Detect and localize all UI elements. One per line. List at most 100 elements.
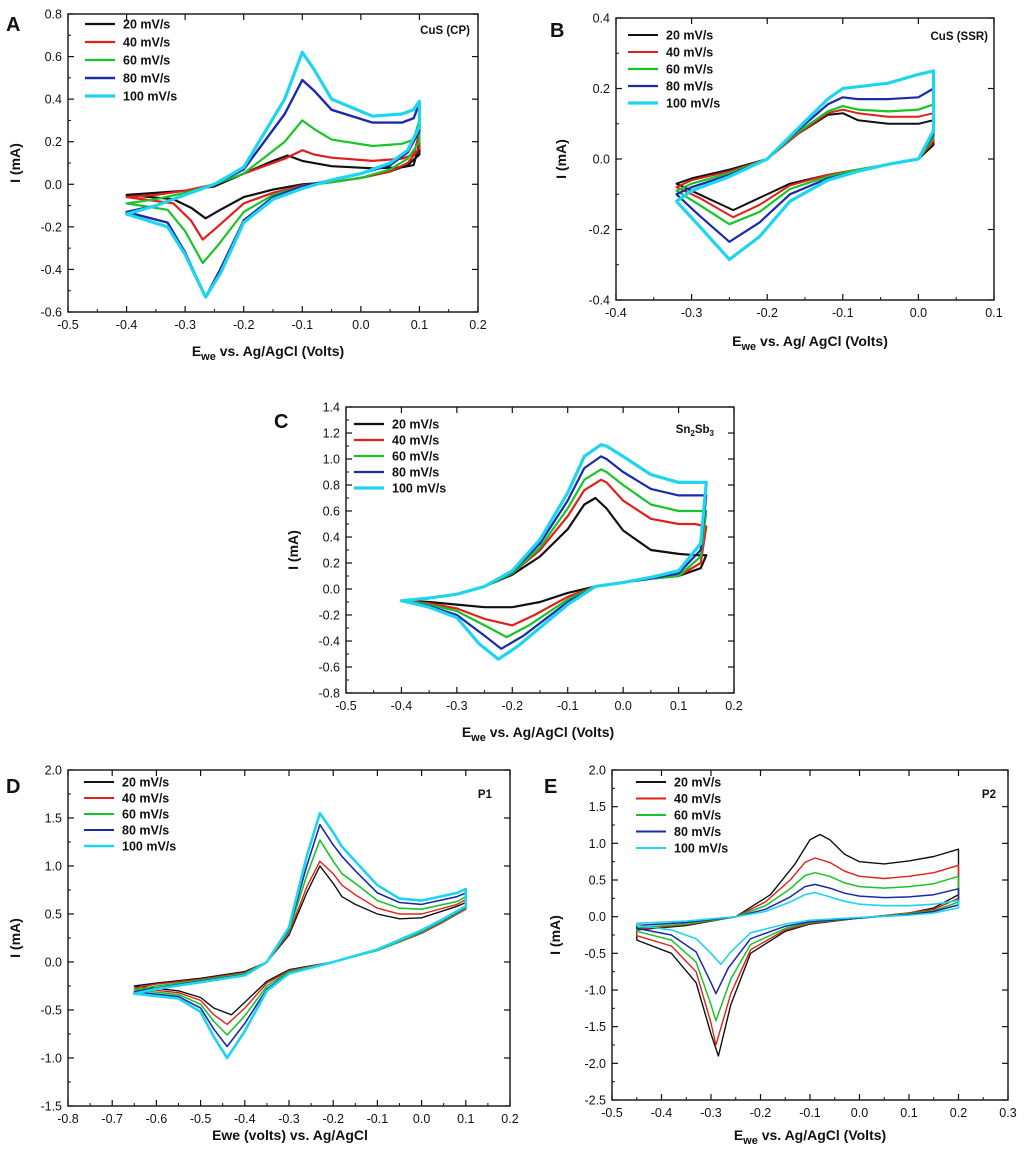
legend-entry: 20 mV/s [666,29,713,43]
chart-b: -0.4 -0.3 -0.2 -0.1 0.0 0.1 -0.4 -0.2 0.0 0.2 0.4 I… [553,12,1003,354]
x-tick-label: 0.2 [725,699,742,713]
x-tick-label: -0.2 [322,1112,344,1126]
sample-label-subscript: 2 [690,429,695,438]
sample-label-part: Sb [695,424,710,436]
x-tick-label: -0.1 [557,699,579,713]
sample-label: P2 [982,789,996,801]
legend-entry: 20 mV/s [674,776,721,790]
x-tick-label: -0.3 [446,699,468,713]
y-axis-label: I (mA) [7,918,23,958]
y-tick-label: 0.2 [593,82,610,96]
x-tick-label: -0.8 [57,1112,79,1126]
panel-letter-d: D [6,776,21,798]
plot-frame [615,17,995,301]
x-axis-label: Ewe vs. Ag/AgCl (Volts) [734,1127,886,1147]
cv-curve-20-mv-s [125,142,421,220]
x-axis-label: Ewe (volts) vs. Ag/AgCl [212,1127,368,1143]
x-label-subscript: we [740,341,756,353]
chart-c: -0.5 -0.4 -0.3 -0.2 -0.1 0.0 0.1 0.2 -0.8 -0.6 -0.… [285,401,743,745]
legend-entry: 40 mV/s [392,434,439,448]
panel-letter-b: B [550,20,565,42]
y-tick-label: -1.0 [40,1052,62,1066]
y-tick-label: 0.4 [593,12,610,26]
legend-entry: 80 mV/s [392,466,439,480]
y-tick-label: -1.5 [584,1020,606,1034]
cv-curve-40-mv-s [125,132,421,241]
sample-label: P1 [478,789,493,801]
y-tick-label: 0.6 [323,505,340,519]
legend-entry: 80 mV/s [674,825,721,839]
x-tick-label: -0.5 [601,1106,623,1120]
y-tick-label: -1.5 [40,1100,62,1114]
y-tick-label: -0.6 [40,306,62,320]
y-tick-label: -0.4 [40,263,62,277]
x-tick-label: -0.3 [681,306,703,320]
x-tick-label: 0.0 [413,1112,430,1126]
x-tick-label: -0.3 [700,1106,722,1120]
y-tick-label: 0.0 [45,178,62,192]
x-tick-label: -0.7 [101,1112,123,1126]
y-axis-label: I (mA) [7,143,23,183]
legend-entry: 20 mV/s [123,18,170,32]
y-tick-label: 0.0 [45,956,62,970]
x-label-rest: vs. Ag/AgCl (Volts) [486,724,614,740]
legend-entry: 60 mV/s [123,54,170,68]
legend-entry: 60 mV/s [666,63,713,77]
legend-entry: 100 mV/s [666,97,720,111]
x-tick-label: -0.4 [651,1106,673,1120]
x-tick-label: 0.2 [950,1106,967,1120]
x-tick-label: -0.5 [57,318,79,332]
x-tick-label: 0.0 [352,318,369,332]
y-tick-label: 2.0 [45,764,62,778]
y-tick-label: 0.8 [45,8,62,22]
y-tick-label: 1.0 [589,837,606,851]
y-tick-label: 0.4 [323,531,340,545]
y-tick-label: 0.8 [323,479,340,493]
cv-curve-60-mv-s [133,839,467,1036]
y-tick-label: -0.5 [40,1004,62,1018]
chart-a: -0.5 -0.4 -0.3 -0.2 -0.1 0.0 0.1 0.2 -0.6 -0.4 -0.… [7,8,487,364]
y-tick-label: 1.5 [589,800,606,814]
cv-curve-100-mv-s [674,69,936,262]
cv-curve-100-mv-s [399,443,708,661]
x-tick-label: 0.1 [411,318,428,332]
panel-letter-c: C [274,411,289,433]
x-tick-label: -0.2 [502,699,524,713]
panel-e: E -0.5 -0.4 -0.3 -0.2 -0.1 0.0 0.1 0.2 0.3 -2.5 -2… [520,750,1024,1150]
legend-entry: 40 mV/s [122,792,169,806]
legend-entry: 20 mV/s [122,776,169,790]
x-axis-label: Ewe vs. Ag/AgCl (Volts) [192,343,344,363]
x-label-main: E [192,343,201,359]
x-tick-label: -0.4 [234,1112,256,1126]
panel-d: D -0.8 -0.7 -0.6 -0.5 -0.4 -0.3 -0.2 -0.1 0.0 0.1… [0,750,520,1150]
x-label-main: E [734,1127,743,1143]
x-tick-label: -0.4 [116,318,138,332]
sample-label-subscript: 3 [710,429,715,438]
sample-label: CuS (SSR) [931,31,989,43]
x-tick-label: -0.3 [278,1112,300,1126]
legend-entry: 20 mV/s [392,418,439,432]
panel-letter-e: E [544,776,558,798]
y-tick-label: 1.0 [323,453,340,467]
legend-entry: 100 mV/s [123,90,177,104]
y-axis-label: I (mA) [547,915,563,955]
legend-entry: 40 mV/s [666,46,713,60]
x-tick-label: -0.4 [605,306,627,320]
x-label-main: E [732,333,741,349]
cv-curve-20-mv-s [636,833,960,1057]
y-tick-label: 0.0 [589,910,606,924]
x-tick-label: -0.2 [233,318,255,332]
chart-e: -0.5 -0.4 -0.3 -0.2 -0.1 0.0 0.1 0.2 0.3 -2.5 -2.0… [547,764,1017,1148]
cv-curve-40-mv-s [636,857,960,1046]
y-tick-label: -2.5 [584,1094,606,1108]
legend-entry: 100 mV/s [674,842,728,856]
y-tick-label: -0.2 [588,223,610,237]
x-tick-label: 0.2 [469,318,486,332]
x-tick-label: -0.6 [146,1112,168,1126]
x-label-main: E [462,724,471,740]
y-tick-label: -2.0 [584,1057,606,1071]
cv-curve-100-mv-s [133,811,468,1060]
x-axis-label: Ewe vs. Ag/ AgCl (Volts) [732,333,888,353]
legend-entry: 40 mV/s [123,36,170,50]
y-tick-label: 1.4 [323,401,340,415]
